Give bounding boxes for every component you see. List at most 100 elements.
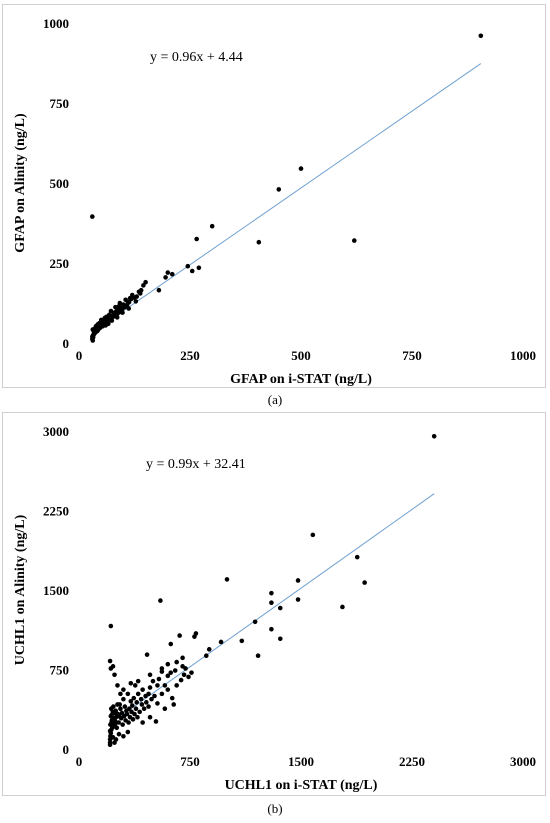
data-point	[159, 669, 165, 674]
data-point	[168, 670, 174, 675]
data-point	[192, 634, 197, 639]
data-point	[174, 659, 179, 665]
data-point	[108, 722, 113, 727]
data-point	[147, 714, 153, 720]
data-point	[122, 704, 128, 709]
data-point	[140, 687, 145, 692]
data-point	[203, 653, 209, 659]
x-axis-label: UCHL1 on i-STAT (ng/L)	[225, 778, 378, 793]
data-point	[116, 731, 122, 737]
data-point	[218, 639, 224, 645]
data-point	[155, 701, 160, 706]
data-point	[134, 700, 140, 705]
y-axis-label: UCHL1 on Alinity (ng/L)	[13, 514, 28, 665]
data-point	[155, 683, 160, 688]
data-point	[158, 598, 163, 603]
data-point	[137, 291, 143, 296]
data-point	[144, 700, 149, 705]
y-tick-label: 750	[50, 663, 70, 678]
y-tick-label: 2250	[43, 504, 69, 519]
data-point	[128, 680, 134, 686]
data-point	[110, 664, 116, 669]
caption-a: (a)	[267, 392, 283, 407]
data-point	[132, 683, 138, 688]
data-point	[118, 706, 123, 712]
x-tick-label: 0	[76, 348, 83, 363]
data-point	[159, 666, 165, 671]
data-point	[135, 678, 141, 684]
data-point	[354, 554, 360, 560]
data-point	[135, 691, 141, 697]
data-point	[239, 638, 245, 644]
data-point	[123, 297, 128, 303]
data-point	[310, 532, 316, 538]
data-point	[156, 287, 162, 293]
data-point	[133, 299, 139, 304]
data-point	[255, 653, 261, 659]
data-point	[189, 670, 194, 675]
data-point	[125, 691, 131, 697]
y-tick-label: 1000	[43, 16, 69, 31]
data-point	[107, 742, 113, 748]
data-point	[114, 315, 120, 320]
scatter-chart-b: 0 750 1500 2250 3000 0 750 1500 2250 3000 UCHL1 on…	[13, 424, 536, 793]
data-point	[362, 580, 367, 585]
data-point	[183, 666, 188, 671]
data-point	[147, 685, 153, 690]
data-point	[135, 714, 140, 720]
y-tick-label: 0	[63, 336, 70, 351]
data-point	[108, 623, 114, 629]
data-point	[147, 672, 153, 678]
data-point	[141, 283, 146, 288]
data-point	[141, 706, 147, 712]
trendline-equation: y = 0.99x + 32.41	[146, 457, 246, 472]
data-point	[478, 33, 484, 39]
x-tick-label: 2250	[399, 754, 425, 769]
data-point	[129, 703, 135, 708]
data-point	[139, 702, 145, 707]
data-point	[295, 578, 301, 583]
data-point	[107, 658, 113, 664]
data-point	[224, 577, 230, 582]
x-tick-label: 750	[402, 348, 422, 363]
data-point	[165, 270, 171, 275]
data-point	[111, 704, 116, 709]
caption-b: (b)	[267, 801, 283, 816]
data-point	[112, 672, 117, 678]
data-point	[112, 740, 117, 745]
data-point	[165, 661, 171, 667]
data-point	[159, 691, 165, 697]
data-point	[117, 702, 122, 707]
data-point	[146, 704, 151, 709]
x-axis-label: GFAP on i-STAT (ng/L)	[230, 372, 372, 387]
data-point	[209, 223, 215, 229]
data-point	[269, 626, 274, 632]
x-tick-label: 500	[291, 348, 311, 363]
data-point	[90, 214, 95, 219]
data-point	[110, 735, 116, 740]
data-point	[121, 687, 126, 692]
data-point	[137, 709, 142, 715]
data-point	[114, 725, 120, 731]
data-point	[171, 702, 177, 707]
data-point	[120, 310, 125, 315]
x-tick-label: 0	[76, 754, 83, 769]
data-point	[102, 315, 108, 321]
data-point	[252, 619, 258, 625]
trendline-equation: y = 0.96x + 4.44	[150, 50, 243, 65]
data-point	[162, 706, 168, 712]
x-tick-label: 3000	[510, 754, 536, 769]
data-point	[168, 641, 174, 647]
data-point	[277, 636, 283, 642]
data-point	[149, 696, 154, 702]
data-point	[162, 683, 168, 688]
data-point	[165, 687, 171, 692]
data-point	[140, 720, 145, 725]
y-tick-label: 3000	[43, 424, 69, 439]
data-point	[206, 647, 212, 652]
data-point	[113, 304, 118, 310]
data-point	[269, 600, 274, 606]
data-point	[126, 306, 132, 311]
x-tick-label: 1000	[510, 348, 536, 363]
y-tick-label: 250	[50, 256, 70, 271]
